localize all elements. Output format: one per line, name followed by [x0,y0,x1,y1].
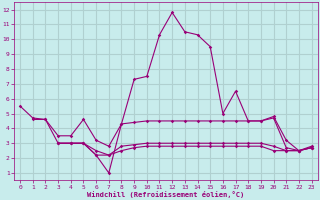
X-axis label: Windchill (Refroidissement éolien,°C): Windchill (Refroidissement éolien,°C) [87,191,244,198]
